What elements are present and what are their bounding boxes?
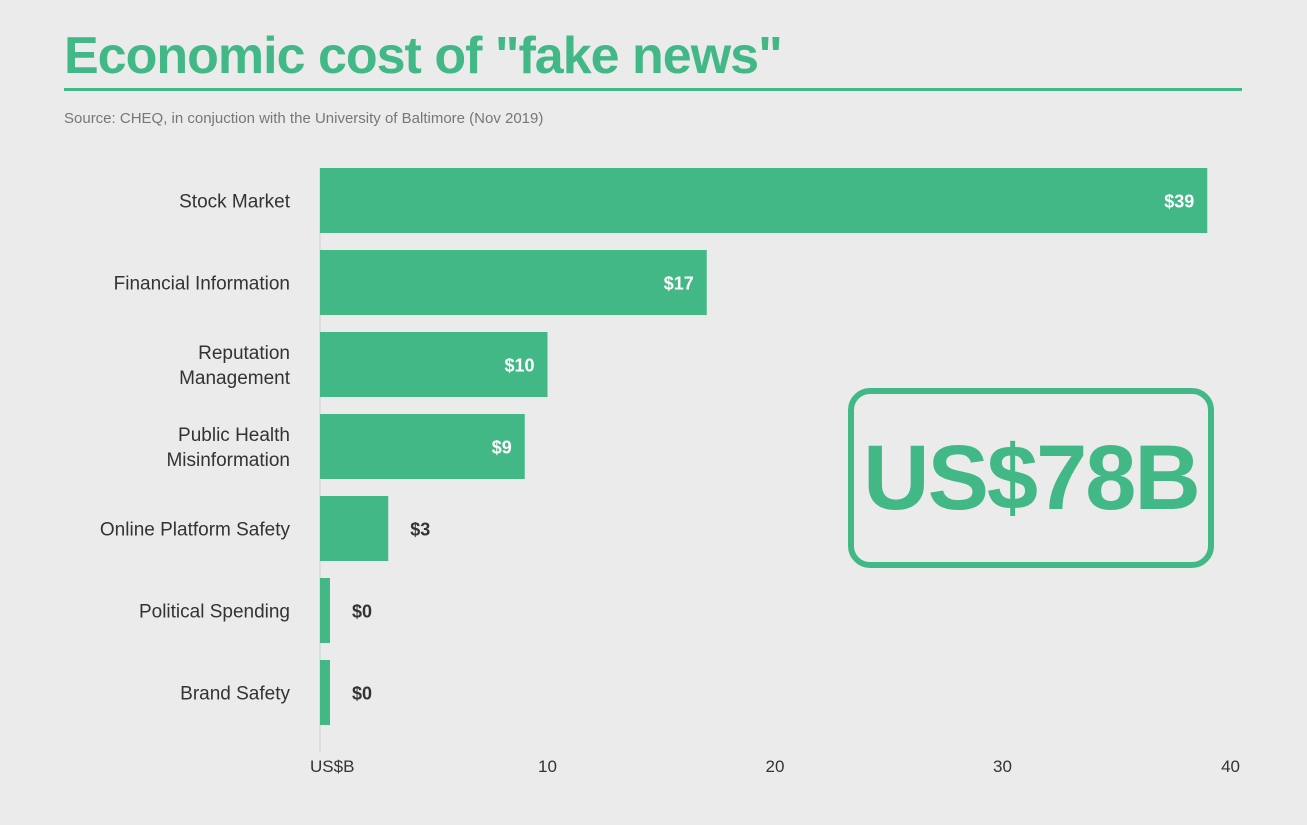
value-label-1: $17 [664, 274, 694, 294]
category-label-0: Stock Market [179, 192, 291, 213]
total-cost-value: US$78B [863, 426, 1201, 529]
category-label-2: Reputation Management [179, 343, 291, 389]
bar-4 [320, 496, 389, 561]
category-label-4: Online Platform Safety [100, 520, 291, 541]
category-label-1: Financial Information [114, 274, 290, 295]
category-label-3: Public Health Misinformation [166, 425, 290, 471]
title-divider [64, 88, 1242, 91]
value-label-4: $3 [410, 520, 430, 540]
bar-6 [320, 660, 330, 725]
bar-2 [320, 332, 548, 397]
category-label-6: Brand Safety [180, 684, 290, 705]
chart-title: Economic cost of "fake news" [64, 27, 783, 85]
bar-0 [320, 168, 1208, 233]
x-tick-label-0: US$B [310, 757, 354, 776]
x-tick-label-3: 30 [993, 757, 1012, 776]
source-note: Source: CHEQ, in conjuction with the Uni… [64, 110, 544, 127]
value-label-6: $0 [352, 684, 372, 704]
value-label-0: $39 [1164, 192, 1194, 212]
category-label-5: Political Spending [139, 602, 290, 623]
bar-1 [320, 250, 707, 315]
x-tick-label-2: 20 [766, 757, 785, 776]
value-label-3: $9 [492, 438, 512, 458]
bar-3 [320, 414, 525, 479]
x-tick-label-4: 40 [1221, 757, 1240, 776]
x-tick-label-1: 10 [538, 757, 557, 776]
value-label-5: $0 [352, 602, 372, 622]
value-label-2: $10 [504, 356, 534, 376]
bar-5 [320, 578, 330, 643]
total-cost-callout: US$78B [848, 388, 1214, 568]
